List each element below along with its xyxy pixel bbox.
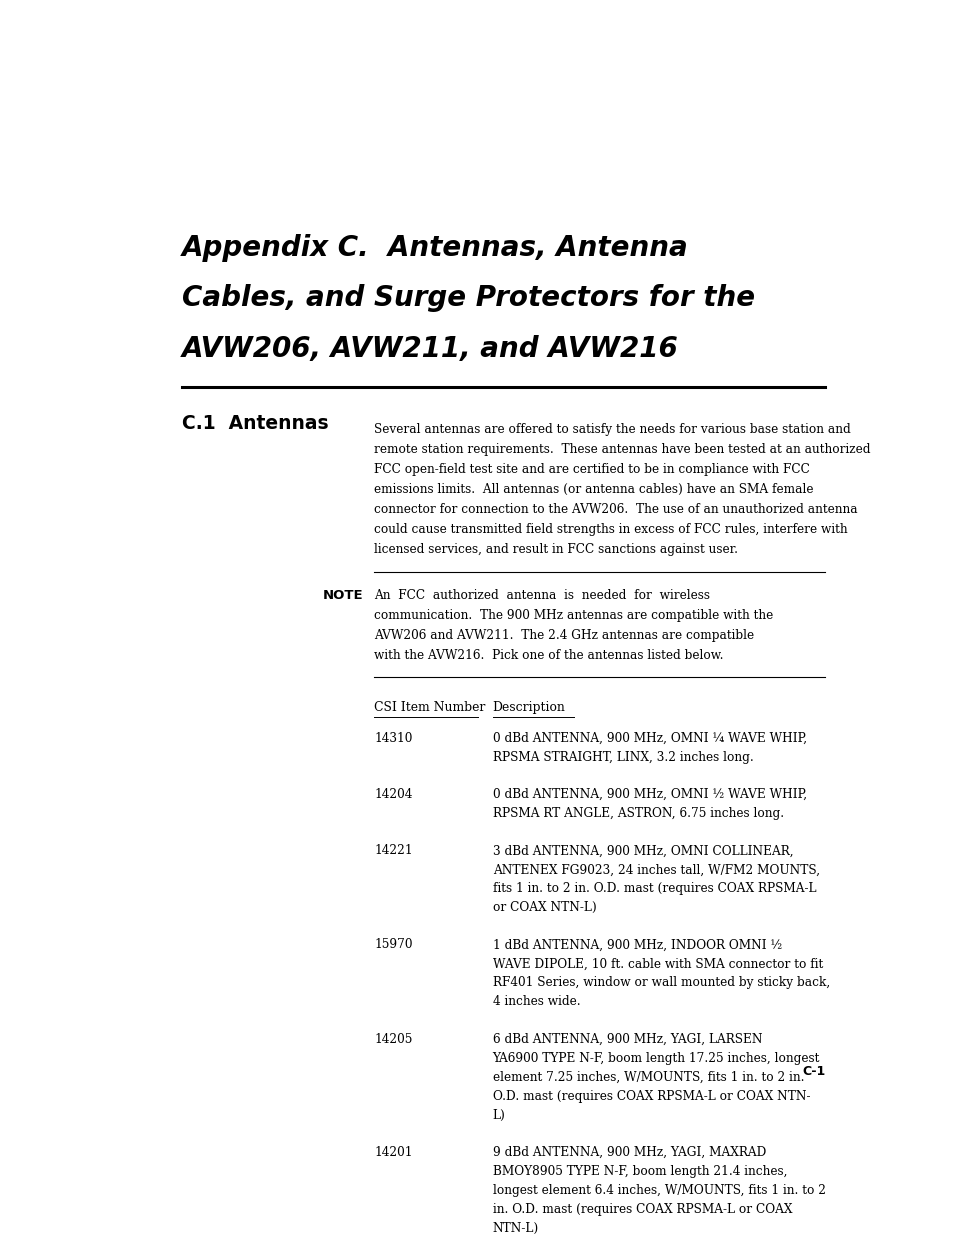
Text: NTN-L): NTN-L) <box>492 1221 538 1235</box>
Text: 3 dBd ANTENNA, 900 MHz, OMNI COLLINEAR,: 3 dBd ANTENNA, 900 MHz, OMNI COLLINEAR, <box>492 845 792 857</box>
Text: 14310: 14310 <box>374 732 413 745</box>
Text: fits 1 in. to 2 in. O.D. mast (requires COAX RPSMA-L: fits 1 in. to 2 in. O.D. mast (requires … <box>492 882 815 895</box>
Text: licensed services, and result in FCC sanctions against user.: licensed services, and result in FCC san… <box>374 543 738 556</box>
Text: 14201: 14201 <box>374 1146 413 1158</box>
Text: 14221: 14221 <box>374 845 413 857</box>
Text: in. O.D. mast (requires COAX RPSMA-L or COAX: in. O.D. mast (requires COAX RPSMA-L or … <box>492 1203 791 1215</box>
Text: FCC open-field test site and are certified to be in compliance with FCC: FCC open-field test site and are certifi… <box>374 463 809 475</box>
Text: AVW206, AVW211, and AVW216: AVW206, AVW211, and AVW216 <box>182 335 679 363</box>
Text: An  FCC  authorized  antenna  is  needed  for  wireless: An FCC authorized antenna is needed for … <box>374 589 710 603</box>
Text: RPSMA STRAIGHT, LINX, 3.2 inches long.: RPSMA STRAIGHT, LINX, 3.2 inches long. <box>492 751 753 764</box>
Text: 14204: 14204 <box>374 788 413 802</box>
Text: NOTE: NOTE <box>322 589 363 603</box>
Text: 9 dBd ANTENNA, 900 MHz, YAGI, MAXRAD: 9 dBd ANTENNA, 900 MHz, YAGI, MAXRAD <box>492 1146 765 1158</box>
Text: element 7.25 inches, W/MOUNTS, fits 1 in. to 2 in.: element 7.25 inches, W/MOUNTS, fits 1 in… <box>492 1071 803 1083</box>
Text: ANTENEX FG9023, 24 inches tall, W/FM2 MOUNTS,: ANTENEX FG9023, 24 inches tall, W/FM2 MO… <box>492 863 819 877</box>
Text: L): L) <box>492 1109 505 1121</box>
Text: communication.  The 900 MHz antennas are compatible with the: communication. The 900 MHz antennas are … <box>374 609 773 622</box>
Text: Description: Description <box>492 700 565 714</box>
Text: RF401 Series, window or wall mounted by sticky back,: RF401 Series, window or wall mounted by … <box>492 977 829 989</box>
Text: C.1  Antennas: C.1 Antennas <box>182 414 329 432</box>
Text: remote station requirements.  These antennas have been tested at an authorized: remote station requirements. These anten… <box>374 443 870 456</box>
Text: 0 dBd ANTENNA, 900 MHz, OMNI ¼ WAVE WHIP,: 0 dBd ANTENNA, 900 MHz, OMNI ¼ WAVE WHIP… <box>492 732 806 745</box>
Text: 1 dBd ANTENNA, 900 MHz, INDOOR OMNI ½: 1 dBd ANTENNA, 900 MHz, INDOOR OMNI ½ <box>492 939 781 951</box>
Text: 0 dBd ANTENNA, 900 MHz, OMNI ½ WAVE WHIP,: 0 dBd ANTENNA, 900 MHz, OMNI ½ WAVE WHIP… <box>492 788 806 802</box>
Text: Appendix C.  Antennas, Antenna: Appendix C. Antennas, Antenna <box>182 233 688 262</box>
Text: connector for connection to the AVW206.  The use of an unauthorized antenna: connector for connection to the AVW206. … <box>374 503 857 516</box>
Text: with the AVW216.  Pick one of the antennas listed below.: with the AVW216. Pick one of the antenna… <box>374 650 723 662</box>
Text: longest element 6.4 inches, W/MOUNTS, fits 1 in. to 2: longest element 6.4 inches, W/MOUNTS, fi… <box>492 1184 824 1197</box>
Text: Cables, and Surge Protectors for the: Cables, and Surge Protectors for the <box>182 284 755 312</box>
Text: CSI Item Number: CSI Item Number <box>374 700 485 714</box>
Text: BMOY8905 TYPE N-F, boom length 21.4 inches,: BMOY8905 TYPE N-F, boom length 21.4 inch… <box>492 1165 786 1178</box>
Text: or COAX NTN-L): or COAX NTN-L) <box>492 902 596 914</box>
Text: YA6900 TYPE N-F, boom length 17.25 inches, longest: YA6900 TYPE N-F, boom length 17.25 inche… <box>492 1052 820 1065</box>
Text: C-1: C-1 <box>801 1066 824 1078</box>
Text: 14205: 14205 <box>374 1032 413 1046</box>
Text: could cause transmitted field strengths in excess of FCC rules, interfere with: could cause transmitted field strengths … <box>374 522 847 536</box>
Text: 4 inches wide.: 4 inches wide. <box>492 995 579 1009</box>
Text: WAVE DIPOLE, 10 ft. cable with SMA connector to fit: WAVE DIPOLE, 10 ft. cable with SMA conne… <box>492 957 822 971</box>
Text: 15970: 15970 <box>374 939 413 951</box>
Text: 6 dBd ANTENNA, 900 MHz, YAGI, LARSEN: 6 dBd ANTENNA, 900 MHz, YAGI, LARSEN <box>492 1032 761 1046</box>
Text: Several antennas are offered to satisfy the needs for various base station and: Several antennas are offered to satisfy … <box>374 424 850 436</box>
Text: O.D. mast (requires COAX RPSMA-L or COAX NTN-: O.D. mast (requires COAX RPSMA-L or COAX… <box>492 1089 809 1103</box>
Text: AVW206 and AVW211.  The 2.4 GHz antennas are compatible: AVW206 and AVW211. The 2.4 GHz antennas … <box>374 630 754 642</box>
Text: RPSMA RT ANGLE, ASTRON, 6.75 inches long.: RPSMA RT ANGLE, ASTRON, 6.75 inches long… <box>492 808 783 820</box>
Text: emissions limits.  All antennas (or antenna cables) have an SMA female: emissions limits. All antennas (or anten… <box>374 483 813 496</box>
